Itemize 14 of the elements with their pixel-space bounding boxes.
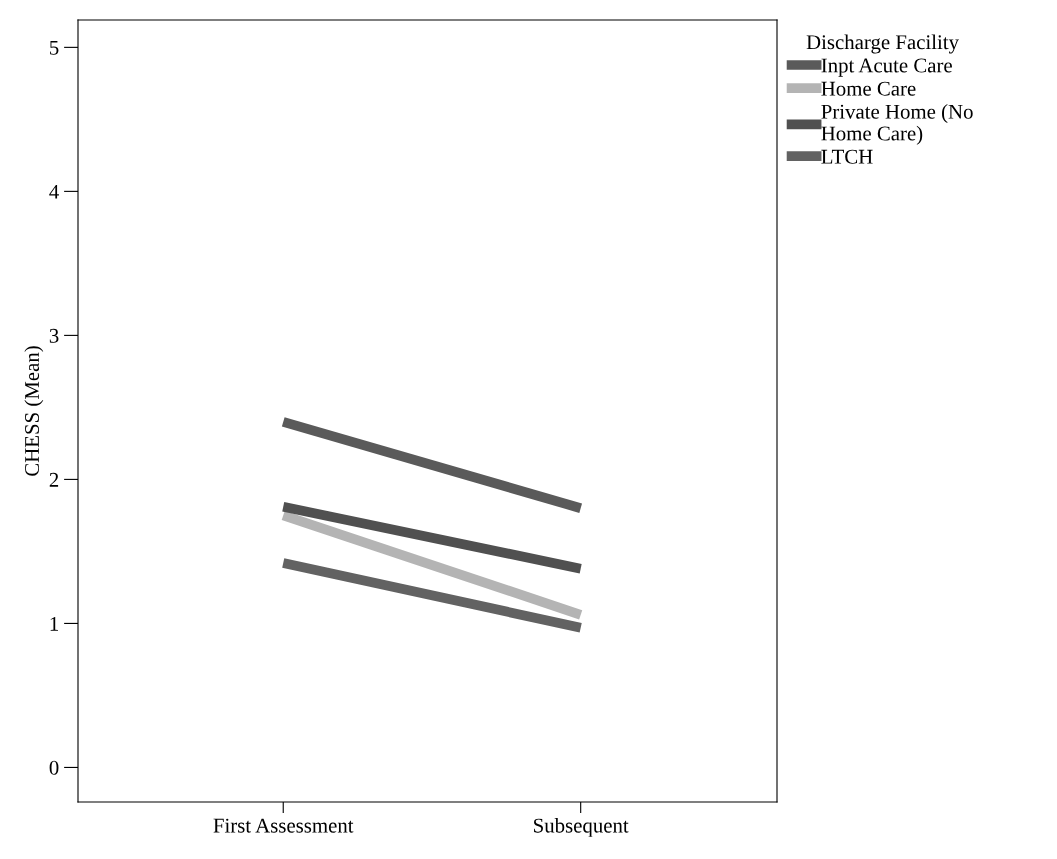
legend-label: LTCH <box>821 149 873 164</box>
y-tick-label: 5 <box>50 40 59 55</box>
y-axis-title: CHESS (Mean) <box>24 346 44 476</box>
x-tick-label: First Assessment <box>213 818 354 833</box>
legend-label: Private Home (No Home Care) <box>821 104 973 145</box>
y-tick-label: 0 <box>49 760 59 775</box>
y-tick-label: 2 <box>49 472 59 487</box>
legend-label: Home Care <box>821 81 916 96</box>
legend-label: Inpt Acute Care <box>821 58 952 77</box>
x-tick-label: Subsequent <box>534 817 629 837</box>
y-tick-label: 4 <box>49 184 59 199</box>
legend-title: Discharge Facility <box>806 34 959 54</box>
y-tick-label: 3 <box>49 328 59 343</box>
y-tick-label: 1 <box>50 616 58 631</box>
